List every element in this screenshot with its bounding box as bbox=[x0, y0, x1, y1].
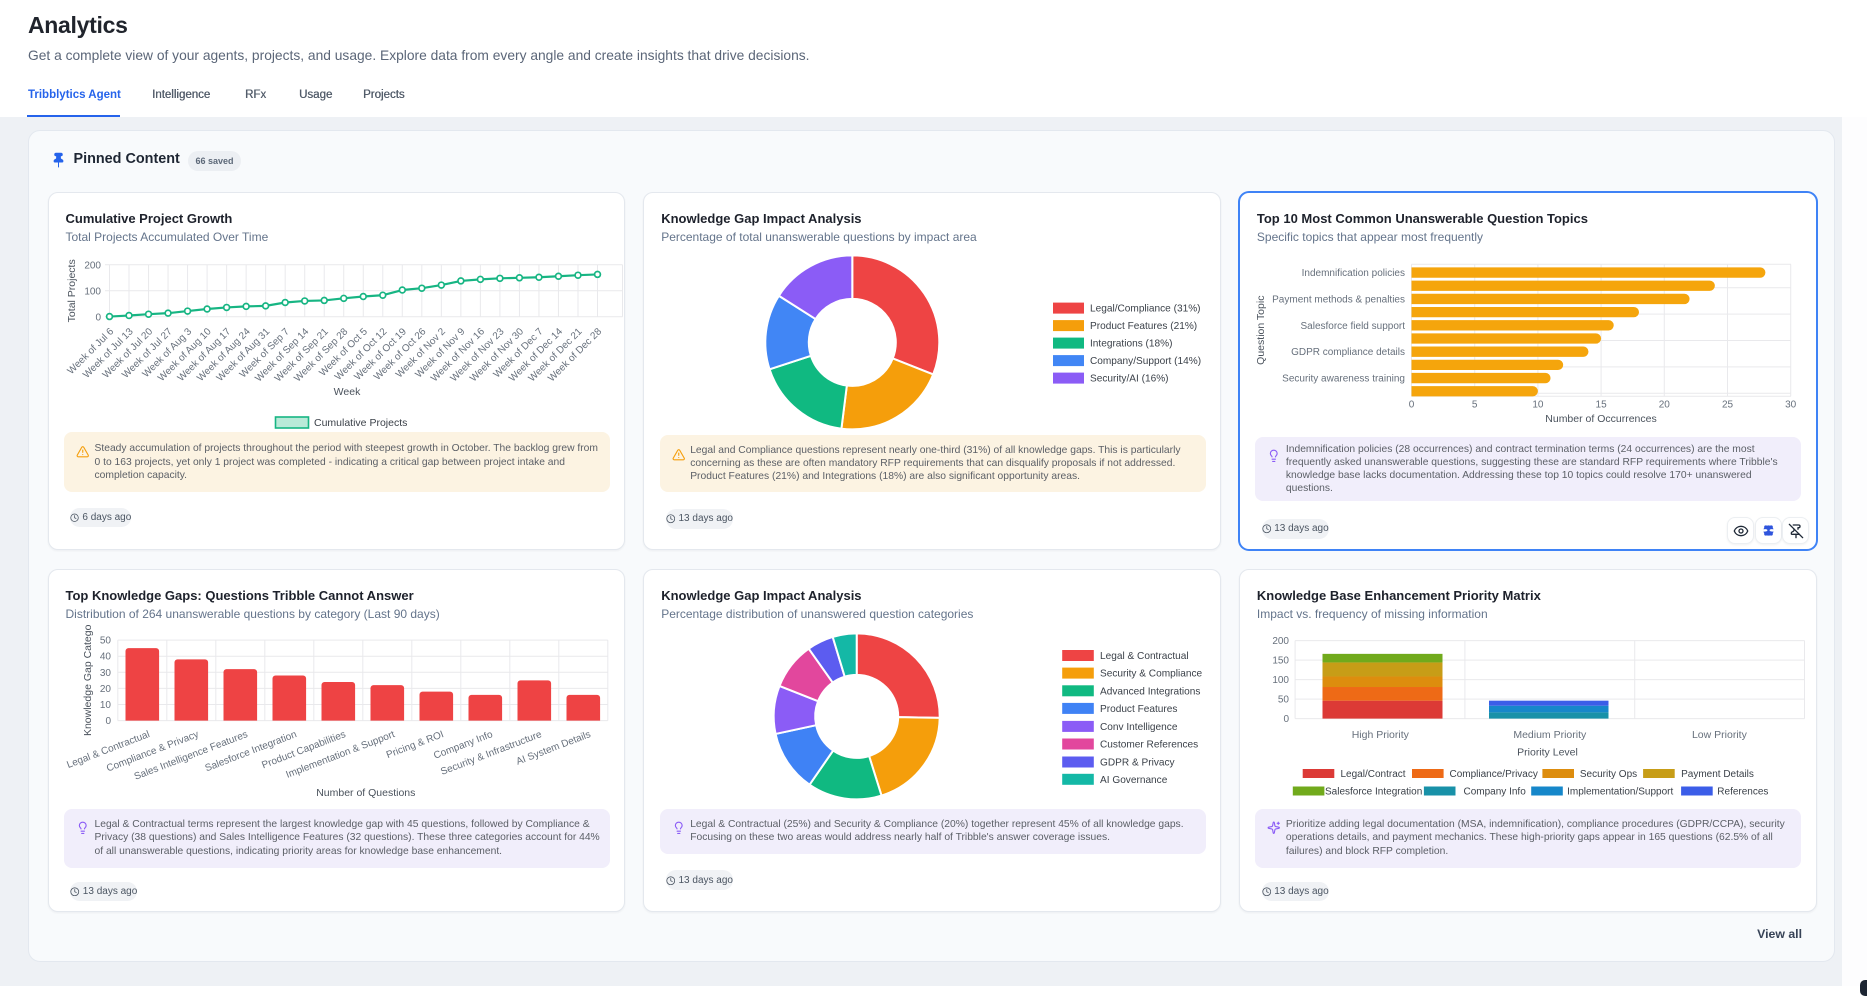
svg-text:15: 15 bbox=[1595, 400, 1607, 411]
svg-text:0: 0 bbox=[1409, 400, 1415, 411]
svg-text:10: 10 bbox=[1532, 400, 1544, 411]
svg-text:Salesforce Integration: Salesforce Integration bbox=[1325, 787, 1422, 798]
svg-text:25: 25 bbox=[1722, 400, 1734, 411]
svg-text:20: 20 bbox=[1659, 400, 1671, 411]
svg-text:40: 40 bbox=[99, 652, 111, 663]
svg-text:Company Info: Company Info bbox=[1463, 787, 1526, 798]
svg-text:Payment Details: Payment Details bbox=[1681, 769, 1754, 780]
svg-text:Customer References: Customer References bbox=[1100, 740, 1198, 751]
svg-text:Product Features (21%): Product Features (21%) bbox=[1090, 321, 1197, 332]
svg-text:Priority Level: Priority Level bbox=[1517, 747, 1578, 759]
svg-text:30: 30 bbox=[1785, 400, 1797, 411]
svg-text:30: 30 bbox=[99, 668, 111, 679]
svg-text:Security/AI (16%): Security/AI (16%) bbox=[1090, 374, 1169, 385]
svg-text:Integrations (18%): Integrations (18%) bbox=[1090, 339, 1172, 350]
svg-text:Salesforce field support: Salesforce field support bbox=[1300, 321, 1405, 332]
svg-text:Legal/Contract: Legal/Contract bbox=[1340, 769, 1405, 780]
svg-text:Low Priority: Low Priority bbox=[1692, 729, 1748, 741]
svg-text:Question Topic: Question Topic bbox=[1255, 296, 1267, 365]
svg-text:Medium Priority: Medium Priority bbox=[1513, 729, 1587, 741]
svg-text:Week: Week bbox=[333, 386, 360, 398]
svg-text:Product Features: Product Features bbox=[1100, 704, 1177, 715]
svg-text:Compliance/Privacy: Compliance/Privacy bbox=[1449, 769, 1537, 780]
svg-text:GDPR compliance details: GDPR compliance details bbox=[1291, 347, 1405, 358]
svg-text:100: 100 bbox=[84, 286, 101, 297]
svg-text:Security Ops: Security Ops bbox=[1580, 769, 1637, 780]
svg-text:50: 50 bbox=[1278, 695, 1290, 706]
svg-text:0: 0 bbox=[105, 716, 111, 727]
svg-text:High Priority: High Priority bbox=[1352, 729, 1410, 741]
svg-text:50: 50 bbox=[99, 636, 111, 647]
svg-text:Security & Compliance: Security & Compliance bbox=[1100, 669, 1202, 680]
svg-text:Payment methods & penalties: Payment methods & penalties bbox=[1272, 295, 1405, 306]
svg-text:Advanced Integrations: Advanced Integrations bbox=[1100, 687, 1200, 698]
svg-text:10: 10 bbox=[99, 700, 111, 711]
svg-text:0: 0 bbox=[95, 312, 101, 323]
svg-text:0: 0 bbox=[1283, 714, 1289, 725]
svg-text:GDPR & Privacy: GDPR & Privacy bbox=[1100, 758, 1176, 769]
svg-text:Number of Questions: Number of Questions bbox=[316, 787, 415, 799]
svg-text:Total Projects: Total Projects bbox=[66, 259, 78, 322]
svg-text:20: 20 bbox=[99, 684, 111, 695]
svg-text:Knowledge Gap Catego: Knowledge Gap Catego bbox=[82, 625, 94, 737]
svg-text:100: 100 bbox=[1272, 675, 1289, 686]
svg-text:Legal/Compliance (31%): Legal/Compliance (31%) bbox=[1090, 304, 1201, 315]
svg-text:Cumulative Projects: Cumulative Projects bbox=[314, 417, 407, 429]
svg-text:5: 5 bbox=[1472, 400, 1478, 411]
svg-text:Number of Occurrences: Number of Occurrences bbox=[1545, 413, 1656, 425]
svg-text:Security awareness training: Security awareness training bbox=[1282, 374, 1405, 385]
svg-text:150: 150 bbox=[1272, 656, 1289, 667]
svg-text:Legal & Contractual: Legal & Contractual bbox=[1100, 651, 1189, 662]
svg-text:Implementation/Support: Implementation/Support bbox=[1567, 787, 1673, 798]
svg-text:AI Governance: AI Governance bbox=[1100, 775, 1168, 786]
svg-text:200: 200 bbox=[84, 260, 101, 271]
svg-text:Company/Support (14%): Company/Support (14%) bbox=[1090, 356, 1201, 367]
svg-text:200: 200 bbox=[1272, 636, 1289, 647]
svg-text:Indemnification policies: Indemnification policies bbox=[1302, 268, 1405, 279]
svg-text:References: References bbox=[1717, 787, 1768, 798]
svg-text:Conv Intelligence: Conv Intelligence bbox=[1100, 722, 1178, 733]
